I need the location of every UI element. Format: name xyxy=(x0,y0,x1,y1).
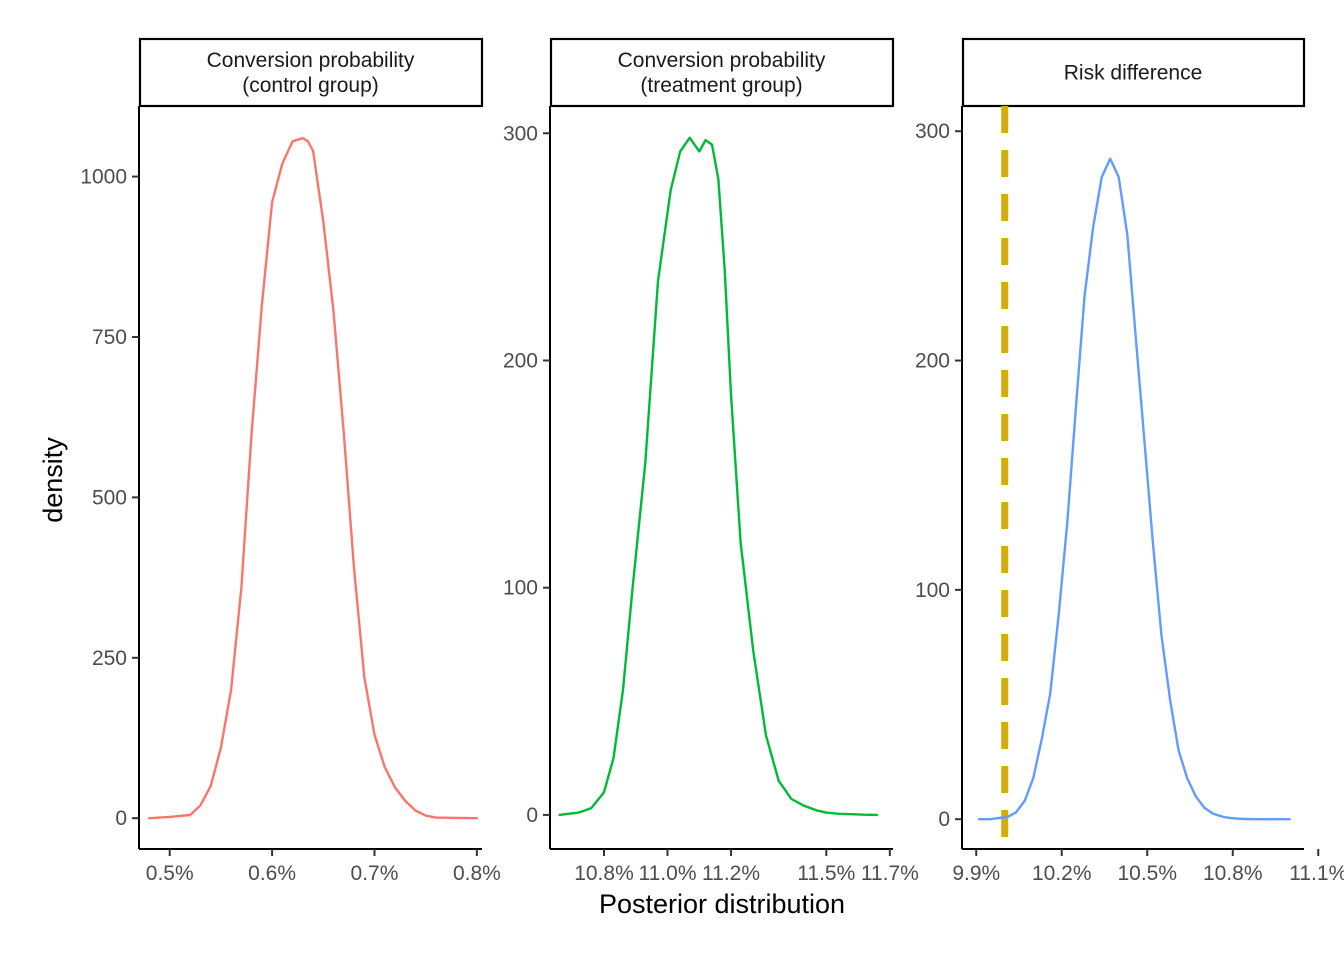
x-tick-label: 11.5% xyxy=(797,862,855,885)
x-tick-label: 11.0% xyxy=(639,862,697,885)
facet-strip-label: (treatment group) xyxy=(640,74,802,97)
y-tick-label: 200 xyxy=(915,350,950,373)
y-tick-label: 100 xyxy=(503,577,538,600)
panels-layer: Conversion probability(control group)025… xyxy=(80,37,1344,885)
panel-3: Risk difference 0 100 200 300 9.9% 10.2% 10.5% 1… xyxy=(915,37,1344,885)
x-tick-label: 0.7% xyxy=(351,862,399,885)
x-tick-label: 11.2% xyxy=(702,862,760,885)
x-tick-label: 11.1% xyxy=(1289,862,1344,885)
y-tick-label: 100 xyxy=(915,579,950,602)
y-tick-label: 1000 xyxy=(80,166,127,189)
facet-strip-label: Conversion probability xyxy=(207,49,415,72)
x-tick-label: 0.5% xyxy=(146,862,194,885)
x-tick-label: 11.7% xyxy=(861,862,919,885)
x-axis-title: Posterior distribution xyxy=(599,889,845,919)
y-tick-label: 500 xyxy=(92,486,127,509)
x-tick-label: 9.9% xyxy=(952,862,1000,885)
facet-strip-box xyxy=(961,37,1306,108)
facet-strip-label: Risk difference xyxy=(1064,62,1203,85)
y-tick-label: 300 xyxy=(503,122,538,145)
y-tick-label: 0 xyxy=(115,807,127,830)
facet-strip-box xyxy=(138,37,484,108)
x-tick-label: 0.8% xyxy=(453,862,501,885)
facet-strip-box xyxy=(549,37,895,108)
y-axis-title: density xyxy=(38,437,68,523)
panel-2: Conversion probability(treatment group) 0… xyxy=(503,37,919,885)
y-tick-label: 250 xyxy=(92,647,127,670)
y-tick-label: 200 xyxy=(503,349,538,372)
y-tick-label: 300 xyxy=(915,120,950,143)
density-curve xyxy=(147,136,479,820)
density-curve xyxy=(977,157,1292,821)
y-tick-label: 0 xyxy=(526,804,538,827)
y-tick-label: 750 xyxy=(92,326,127,349)
panel-1: Conversion probability(control group) 0 25… xyxy=(80,37,501,885)
x-tick-label: 10.2% xyxy=(1032,862,1092,885)
x-tick-label: 10.8% xyxy=(1203,862,1263,885)
x-tick-label: 10.5% xyxy=(1117,862,1177,885)
facet-strip-label: (control group) xyxy=(242,74,379,97)
y-tick-label: 0 xyxy=(938,808,950,831)
x-tick-label: 10.8% xyxy=(574,862,634,885)
density-curve xyxy=(558,136,879,817)
x-tick-label: 0.6% xyxy=(248,862,296,885)
facet-strip-label: Conversion probability xyxy=(618,49,826,72)
